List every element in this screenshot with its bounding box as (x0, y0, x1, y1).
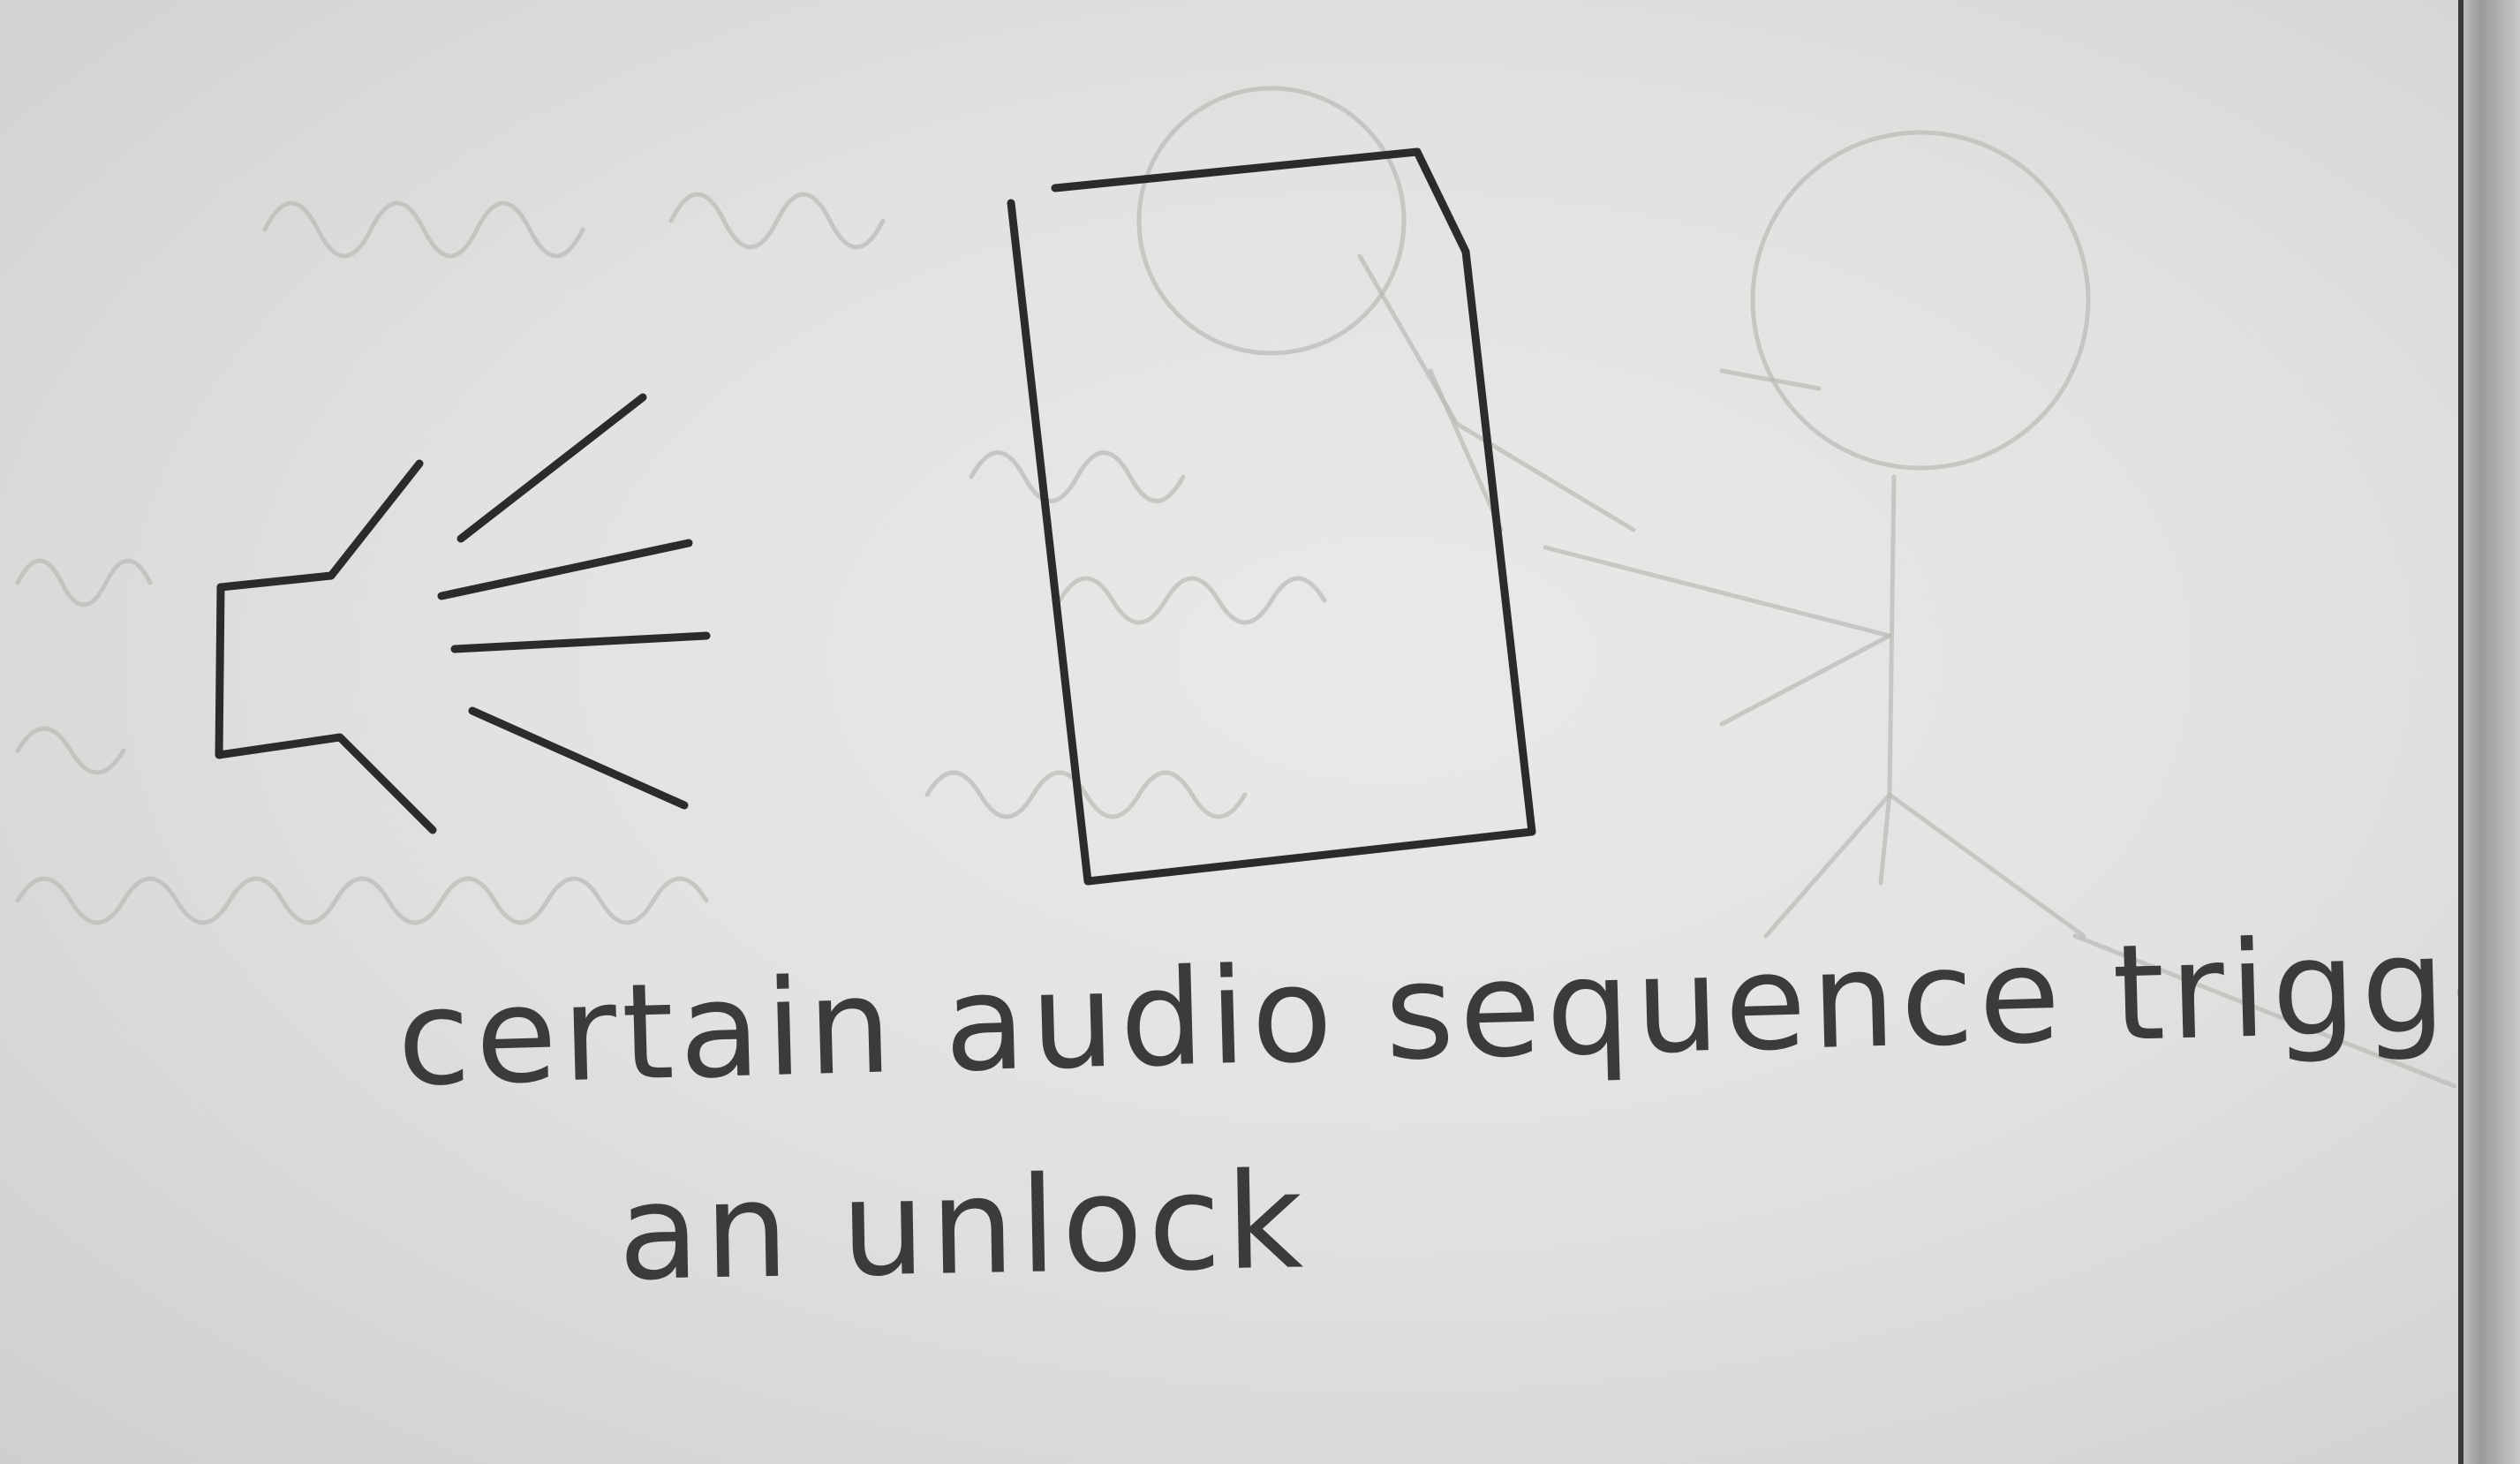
sound-wave-lines (437, 393, 711, 810)
caption-line-2: an unlock (616, 1144, 1309, 1310)
door-rectangle (1007, 147, 1536, 886)
erased-writing (15, 192, 1327, 925)
speaker-icon (215, 459, 437, 834)
faint-stick-figure (1136, 86, 2457, 1089)
notebook-edge (2458, 0, 2520, 1464)
